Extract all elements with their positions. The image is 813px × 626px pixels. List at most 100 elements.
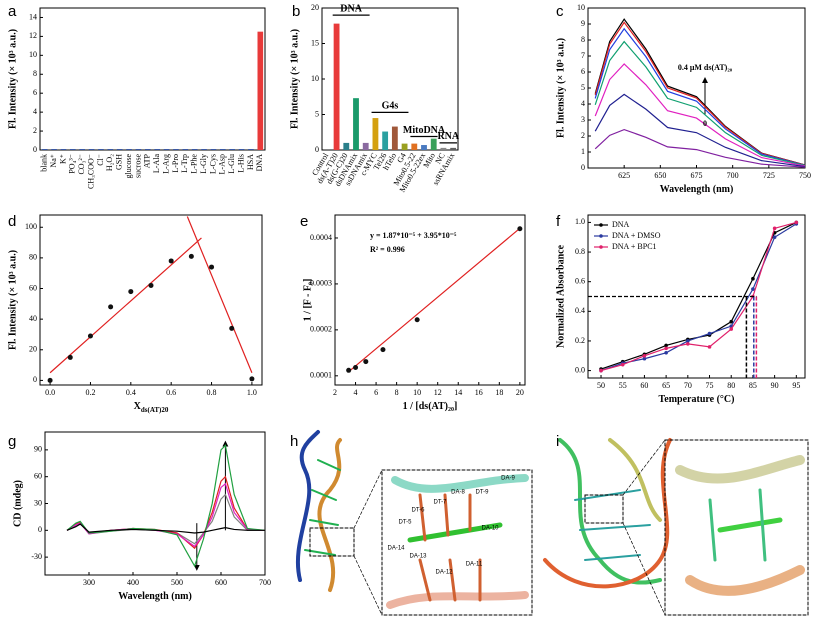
residue-label: DT-7 bbox=[433, 500, 447, 506]
y-tick-label: 2 bbox=[33, 126, 37, 135]
panel-letter: g bbox=[8, 433, 16, 450]
y-tick-label: 80 bbox=[29, 253, 37, 262]
point bbox=[353, 365, 359, 371]
point bbox=[686, 339, 690, 343]
fit-line bbox=[186, 216, 253, 373]
zoom-line bbox=[622, 439, 666, 496]
point bbox=[108, 304, 114, 310]
x-tick-label: 60 bbox=[640, 381, 648, 390]
zoom-line bbox=[353, 555, 383, 616]
y-tick-label: 10 bbox=[311, 74, 319, 83]
residue-label: DA-13 bbox=[409, 554, 427, 560]
bar bbox=[248, 149, 254, 150]
x-tick-label: 18 bbox=[495, 388, 503, 397]
group-label: RNA bbox=[437, 131, 459, 142]
x-axis-label-main: Wavelength (nm) bbox=[660, 184, 734, 195]
residue-label: DT-5 bbox=[398, 520, 412, 526]
zoom-box bbox=[309, 527, 355, 557]
series-line bbox=[594, 128, 806, 168]
point bbox=[729, 327, 734, 331]
series-line bbox=[66, 475, 266, 550]
y-tick-label: 0.4 bbox=[575, 306, 585, 315]
x-tick-label: sucrose bbox=[133, 154, 142, 178]
panel-letter: i bbox=[556, 433, 559, 450]
y-tick-label: 0.0002 bbox=[310, 325, 332, 334]
zoom-panel bbox=[381, 469, 533, 616]
bar bbox=[51, 149, 57, 150]
point bbox=[249, 376, 255, 382]
bar bbox=[450, 147, 457, 150]
panel-letter: d bbox=[8, 213, 16, 230]
x-tick-label: 725 bbox=[763, 171, 775, 180]
x-tick-label: 80 bbox=[727, 381, 735, 390]
bar bbox=[333, 23, 340, 150]
x-tick-label: H₂O₂ bbox=[105, 154, 114, 171]
x-tick-label: 400 bbox=[127, 578, 139, 587]
zoom-line bbox=[622, 522, 666, 616]
residue-label: DA-14 bbox=[387, 546, 405, 552]
helix-strand bbox=[558, 438, 662, 585]
series-line bbox=[66, 523, 265, 534]
x-tick-label: 0.6 bbox=[166, 388, 176, 397]
x-axis-label-main: Temperature (°C) bbox=[659, 394, 735, 405]
x-tick-label: 700 bbox=[259, 578, 271, 587]
x-tick-label: 20 bbox=[516, 388, 524, 397]
bar bbox=[220, 149, 226, 150]
helix-strand bbox=[543, 438, 672, 589]
bar bbox=[79, 149, 85, 150]
x-tick-label: L-Arg bbox=[161, 154, 170, 174]
series-line bbox=[594, 21, 806, 166]
y-tick-label: 8 bbox=[581, 35, 585, 44]
panel-letter: a bbox=[8, 3, 17, 20]
y-tick-label: -30 bbox=[31, 552, 42, 561]
axes-frame bbox=[587, 7, 806, 169]
annotation: R² = 0.996 bbox=[370, 245, 405, 254]
bar bbox=[126, 149, 132, 150]
x-axis-label: Xds(AT)20 bbox=[134, 401, 169, 413]
y-tick-label: 2 bbox=[581, 131, 585, 140]
bar bbox=[401, 143, 408, 150]
y-tick-label: 10 bbox=[29, 50, 37, 59]
point bbox=[751, 287, 755, 291]
x-tick-label: blank bbox=[40, 154, 49, 172]
y-tick-label: 0 bbox=[581, 163, 585, 172]
bar bbox=[163, 149, 170, 150]
bar bbox=[430, 138, 437, 150]
x-axis-label-main: 1 / [ds(AT)₂₀] bbox=[403, 401, 458, 412]
base-pairs bbox=[304, 459, 341, 556]
x-tick-label: GSH bbox=[115, 154, 124, 170]
point bbox=[664, 343, 668, 348]
series-line bbox=[66, 482, 266, 548]
group-label: G4s bbox=[382, 101, 399, 112]
axes-frame bbox=[39, 214, 263, 386]
axes-frame bbox=[334, 214, 526, 386]
x-tick-label: 750 bbox=[799, 171, 811, 180]
x-tick-label: Na⁺ bbox=[49, 154, 58, 168]
x-axis-label-sub: ds(AT)20 bbox=[141, 406, 169, 414]
point bbox=[772, 235, 777, 240]
x-tick-label: 75 bbox=[706, 381, 714, 390]
bar bbox=[191, 149, 198, 150]
residue-label: DA-11 bbox=[466, 562, 483, 568]
x-tick-label: 600 bbox=[215, 578, 227, 587]
x-tick-label: L-Cys bbox=[208, 154, 217, 174]
bar bbox=[362, 142, 369, 150]
y-tick-label: 20 bbox=[29, 345, 37, 354]
point bbox=[707, 331, 712, 336]
residue-label: DA-10 bbox=[481, 526, 499, 532]
x-tick-label: 0.2 bbox=[85, 388, 95, 397]
bar bbox=[60, 149, 67, 150]
y-tick-label: 0.2 bbox=[575, 336, 585, 345]
y-tick-label: 12 bbox=[29, 31, 37, 40]
panel-letter: b bbox=[292, 3, 300, 20]
y-tick-label: 40 bbox=[29, 314, 37, 323]
y-tick-label: 30 bbox=[34, 498, 42, 507]
y-tick-label: 6 bbox=[33, 88, 37, 97]
y-axis-label: 1 / [F - F₀] bbox=[302, 279, 313, 322]
series-line bbox=[66, 444, 266, 568]
series-line bbox=[594, 93, 806, 168]
point bbox=[642, 356, 647, 361]
x-tick-label: 0.8 bbox=[207, 388, 217, 397]
x-tick-label: 675 bbox=[691, 171, 703, 180]
bar bbox=[41, 149, 48, 150]
